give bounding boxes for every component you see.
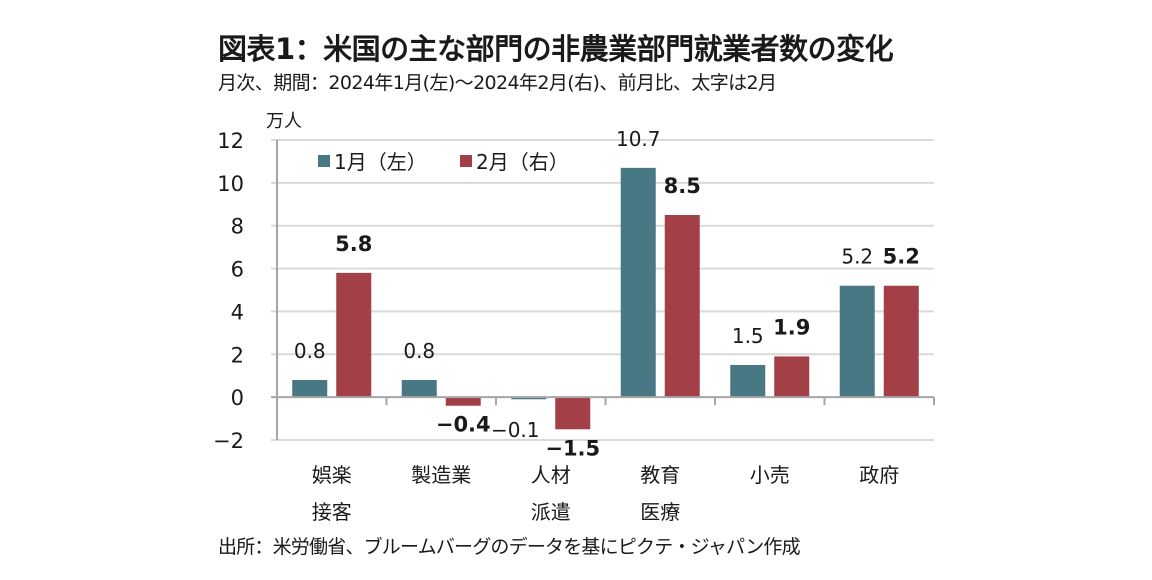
legend: 1月（左） 2月（右） [318, 150, 569, 174]
y-tick-label: 12 [217, 129, 244, 153]
category-label: 製造業 [411, 463, 471, 487]
bar-feb [336, 272, 372, 398]
chart-subtitle: 月次、期間：2024年1月(左)～2024年2月(右)、前月比、太字は2月 [218, 72, 777, 94]
bar-jan [401, 380, 437, 398]
category-label: 人材 [531, 463, 571, 487]
gridlines [271, 139, 934, 441]
y-tick-label: −2 [213, 429, 244, 453]
bar-feb [664, 215, 700, 398]
data-label-feb: 5.8 [335, 232, 372, 256]
bar-jan [292, 380, 328, 398]
legend-label: 1月（左） [334, 150, 427, 174]
data-label-jan: 5.2 [841, 245, 873, 269]
data-label-feb: −1.5 [545, 436, 600, 460]
bars [292, 167, 919, 430]
category-label: 娯楽 [312, 463, 352, 487]
legend-swatch-feb [460, 155, 472, 167]
chart-title: 図表1：米国の主な部門の非農業部門就業者数の変化 [218, 32, 894, 66]
bar-feb [883, 285, 919, 398]
y-tick-label: 0 [231, 386, 244, 410]
category-label: 接客 [312, 500, 352, 524]
bar-jan [730, 365, 766, 398]
data-label-jan: −0.1 [491, 418, 540, 442]
category-label: 医療 [640, 500, 680, 524]
bar-jan [511, 397, 547, 400]
data-label-jan: 10.7 [616, 127, 661, 151]
source-note: 出所：米労働省、ブルームバーグのデータを基にピクテ・ジャパン作成 [218, 536, 801, 558]
y-tick-label: 10 [217, 172, 244, 196]
y-tick-labels: −2 0 2 4 6 8 10 12 [213, 129, 244, 453]
category-label: 教育 [640, 463, 680, 487]
y-axis-unit-label: 万人 [266, 111, 302, 132]
legend-label: 2月（右） [476, 150, 569, 174]
y-tick-label: 8 [231, 215, 244, 239]
bar-jan [620, 167, 656, 398]
category-label: 政府 [859, 463, 899, 487]
data-label-feb: −0.4 [436, 413, 491, 437]
y-tick-label: 2 [231, 343, 244, 367]
data-label-jan: 0.8 [403, 339, 435, 363]
bar-feb [555, 397, 591, 430]
data-label-feb: 8.5 [664, 174, 701, 198]
y-tick-label: 6 [231, 258, 244, 282]
data-label-feb: 1.9 [773, 315, 810, 339]
category-label: 派遣 [531, 500, 571, 524]
data-label-jan: 0.8 [294, 339, 326, 363]
data-label-jan: 1.5 [732, 324, 764, 348]
bar-feb [774, 356, 810, 398]
axes [276, 140, 935, 440]
category-label: 小売 [750, 463, 790, 487]
data-label-feb: 5.2 [883, 245, 920, 269]
y-tick-label: 4 [231, 300, 244, 324]
bar-jan [839, 285, 875, 398]
legend-swatch-jan [318, 155, 330, 167]
data-labels: 0.8 0.8 −0.1 10.7 1.5 5.2 5.8 −0.4 −1.5 8.5 1.9 5.2 [294, 127, 920, 460]
bar-feb [445, 397, 481, 406]
